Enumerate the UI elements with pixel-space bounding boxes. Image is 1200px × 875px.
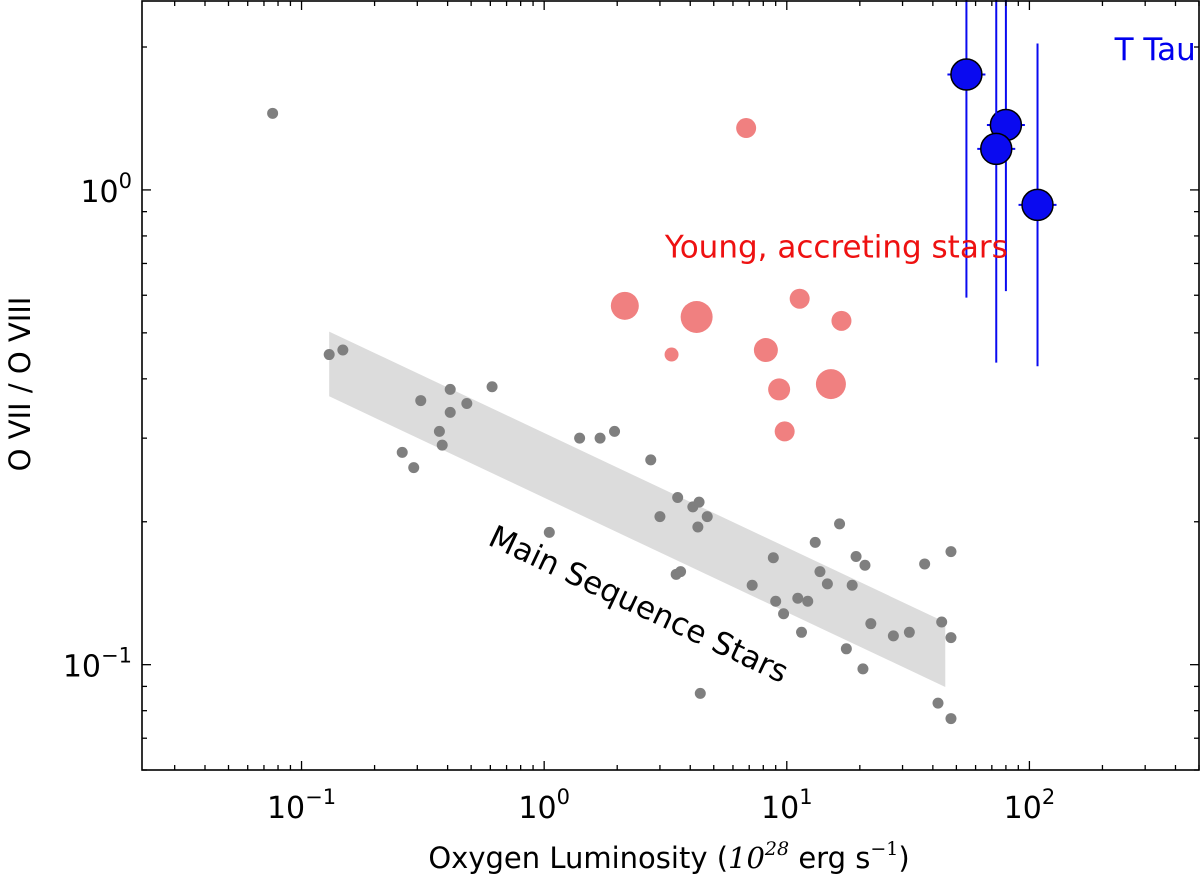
young-accreting-point [815,369,846,400]
annotation-young-accreting: Young, accreting stars [664,230,1008,266]
main-sequence-point [919,558,931,570]
x-title-unit-exp: −1 [870,838,898,860]
x-title-base: 10 [728,841,765,875]
main-sequence-point [433,425,445,437]
main-sequence-point [796,626,808,638]
main-sequence-point [692,521,704,533]
band-layer [329,331,946,687]
x-title-unit: erg s [789,841,870,875]
main-sequence-point [609,425,621,437]
main-sequence-point [809,536,821,548]
main-sequence-point [846,579,858,591]
main-sequence-point [486,381,498,393]
t-tau-point [1021,188,1054,222]
young-accreting-point [768,378,791,401]
young-accreting-point [831,310,852,331]
annotation-t-tau: T Tau [1114,32,1196,68]
main-sequence-point [408,462,420,474]
main-sequence-point [675,566,687,578]
main-sequence-point [840,643,852,655]
main-sequence-point [746,579,758,591]
main-sequence-point [932,697,944,709]
main-sequence-point [850,550,862,562]
main-sequence-point [337,344,349,356]
main-sequence-point [461,397,473,409]
points-layer [267,0,1057,725]
young-accreting-point [680,300,713,333]
main-sequence-point [814,566,826,578]
x-tick-label: 101 [761,785,813,826]
main-sequence-point [645,454,657,466]
young-accreting-point [736,118,757,139]
main-sequence-point [436,439,448,451]
main-sequence-point [415,395,427,407]
t-tau-point [950,58,983,91]
main-sequence-point [323,349,335,361]
main-sequence-point [887,630,899,642]
main-sequence-point [945,632,957,644]
main-sequence-point [694,687,706,699]
main-sequence-point [857,663,869,675]
main-sequence-point [821,578,833,590]
young-accreting-point [753,338,778,363]
main-sequence-point [767,552,779,564]
main-sequence-point [693,496,705,508]
y-tick-label: 100 [80,169,132,210]
x-tick-label: 102 [1004,785,1056,826]
axes-frame [141,0,1200,771]
young-accreting-point [774,421,795,442]
main-sequence-point [444,406,456,418]
young-accreting-point [789,288,810,309]
main-sequence-point [945,546,957,558]
x-title-prefix: Oxygen Luminosity ( [428,841,728,875]
main-sequence-point [936,616,948,628]
main-sequence-point [903,626,915,638]
young-accreting-point [664,347,679,362]
main-sequence-point [396,446,408,458]
main-sequence-point [945,713,957,725]
main-sequence-point [444,383,456,395]
main-sequence-point [672,491,684,503]
x-title-exp: 28 [764,838,789,860]
main-sequence-point [594,432,606,444]
tick-labels: 10−1 100 101 102 10−1 100 [63,169,1055,826]
y-tick-label: 10−1 [63,644,132,685]
x-tick-label: 10−1 [267,785,336,826]
main-sequence-point [778,608,790,620]
main-sequence-band [329,331,946,687]
main-sequence-point [654,511,666,523]
plot-frame [141,0,1200,771]
main-sequence-point [834,518,846,530]
main-sequence-point [543,526,555,538]
main-sequence-point [865,618,877,630]
x-title-suffix: ) [898,841,909,875]
main-sequence-point [802,595,814,607]
main-sequence-point [267,107,279,119]
young-accreting-point [610,291,639,320]
x-tick-label: 100 [518,785,570,826]
main-sequence-point [859,559,871,571]
main-sequence-point [574,432,586,444]
main-sequence-point [701,511,713,523]
y-axis-title: O VII / O VIII [3,297,37,472]
t-tau-point [980,132,1013,166]
x-axis-title: Oxygen Luminosity (1028 erg s−1) [428,838,909,875]
main-sequence-point [770,595,782,607]
main-sequence-point [792,592,804,604]
